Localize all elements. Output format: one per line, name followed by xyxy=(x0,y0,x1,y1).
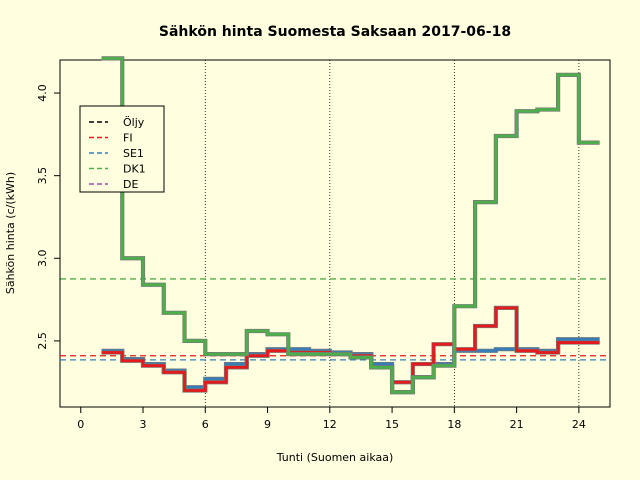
x-tick-label-6: 6 xyxy=(202,418,209,431)
x-tick-label-0: 0 xyxy=(77,418,84,431)
legend-label-3: DK1 xyxy=(123,163,146,176)
y-axis: 2.5 3.0 3.5 4.0 xyxy=(36,84,61,350)
x-tick-label-12: 12 xyxy=(323,418,337,431)
y-tick-label-4: 4.0 xyxy=(36,84,49,102)
series-shadow-fi xyxy=(101,305,600,393)
legend-box xyxy=(79,105,165,193)
legend-label-0: Öljy xyxy=(123,116,145,129)
x-tick-label-15: 15 xyxy=(385,418,399,431)
series-line-dk1 xyxy=(101,56,600,394)
legend-label-2: SE1 xyxy=(123,147,144,160)
x-tick-label-9: 9 xyxy=(264,418,271,431)
x-tick-label-18: 18 xyxy=(447,418,461,431)
y-tick-label-2.5: 2.5 xyxy=(36,332,49,350)
y-axis-label: Sähkön hinta (c/(kWh) xyxy=(4,172,17,294)
x-axis: 0 3 6 9 12 15 18 21 24 xyxy=(77,406,586,431)
series-lines xyxy=(101,56,600,395)
x-tick-label-3: 3 xyxy=(140,418,147,431)
legend-label-1: FI xyxy=(123,132,133,145)
series-shadow-se1 xyxy=(101,337,600,395)
y-tick-label-3.5: 3.5 xyxy=(36,167,49,185)
legend-label-4: DE xyxy=(123,178,138,191)
x-tick-label-24: 24 xyxy=(572,418,586,431)
chart-title: Sähkön hinta Suomesta Saksaan 2017-06-18 xyxy=(159,24,511,40)
y-tick-label-3: 3.0 xyxy=(36,250,49,268)
legend: Öljy FI SE1 DK1 DE xyxy=(79,105,165,193)
x-tick-label-21: 21 xyxy=(510,418,524,431)
x-axis-label: Tunti (Suomen aikaa) xyxy=(276,451,394,464)
series-shadow-dk1 xyxy=(101,56,600,395)
